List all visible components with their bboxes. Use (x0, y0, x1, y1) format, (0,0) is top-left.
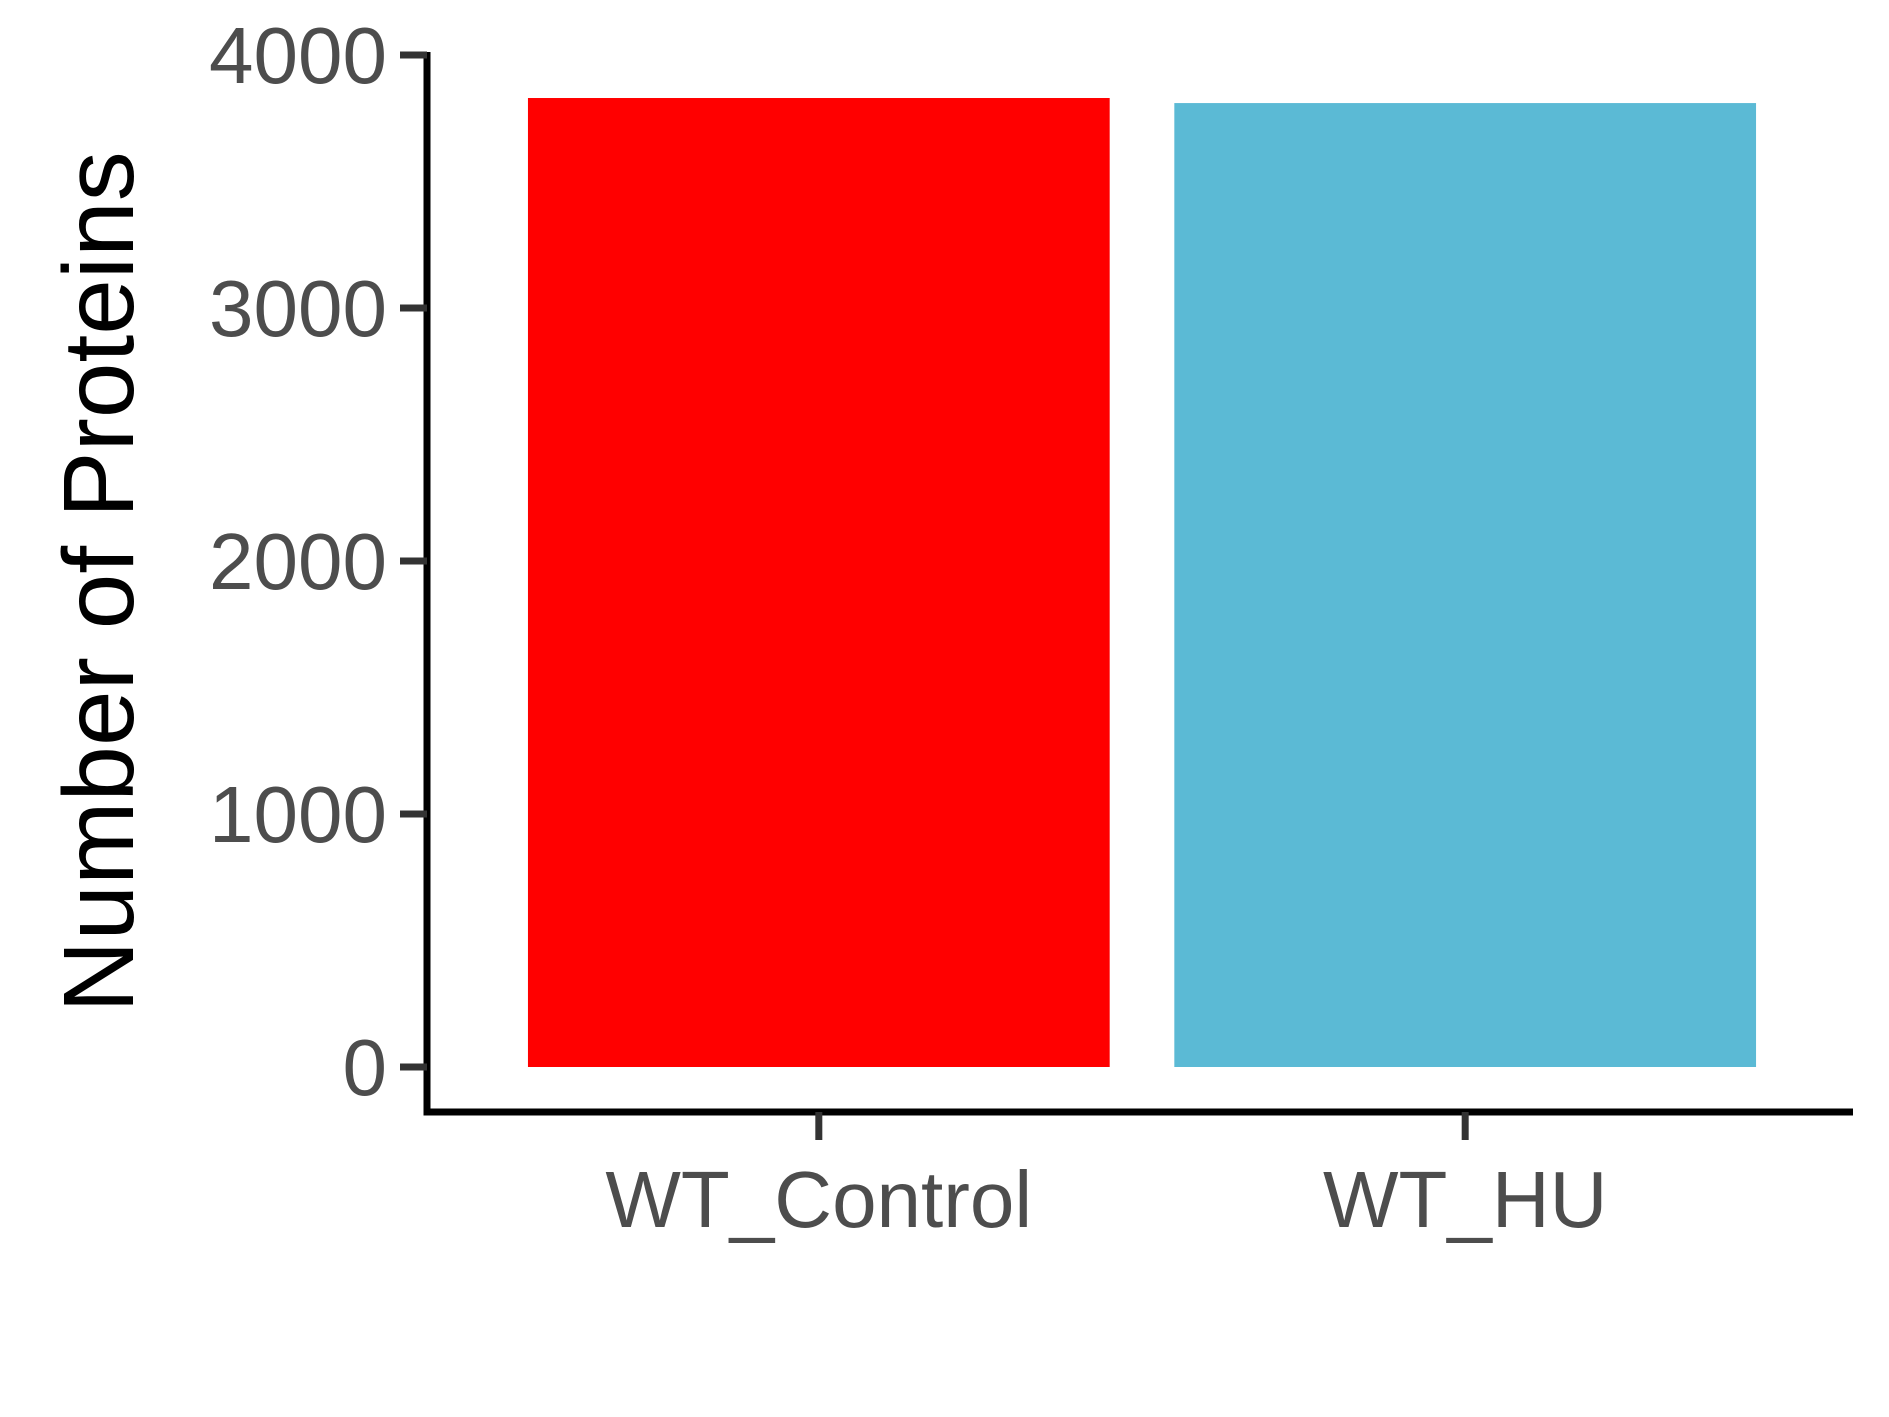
y-tick-label: 4000 (209, 11, 387, 100)
x-tick-label: WT_Control (605, 1155, 1032, 1244)
y-tick-label: 1000 (209, 770, 387, 859)
x-tick-label: WT_HU (1323, 1155, 1607, 1244)
y-tick-label: 2000 (209, 517, 387, 606)
bars-group (527, 98, 1757, 1067)
y-axis-title: Number of Proteins (43, 151, 155, 1012)
bar-wt-hu (1174, 103, 1757, 1067)
x-axis: WT_Control WT_HU (423, 1108, 1853, 1244)
bar-wt-control (527, 98, 1110, 1067)
y-axis: 0 1000 2000 3000 4000 (209, 11, 431, 1116)
y-tick-label: 0 (343, 1023, 388, 1112)
y-tick-label: 3000 (209, 264, 387, 353)
